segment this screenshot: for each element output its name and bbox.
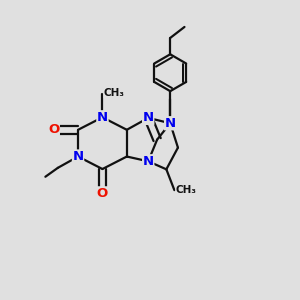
Text: CH₃: CH₃ (104, 88, 125, 98)
Text: N: N (165, 117, 176, 130)
Text: N: N (97, 111, 108, 124)
Text: CH₃: CH₃ (176, 185, 197, 195)
Text: N: N (143, 155, 154, 168)
Text: N: N (143, 111, 154, 124)
Text: N: N (73, 150, 84, 163)
Text: O: O (97, 187, 108, 200)
Text: O: O (48, 123, 59, 136)
